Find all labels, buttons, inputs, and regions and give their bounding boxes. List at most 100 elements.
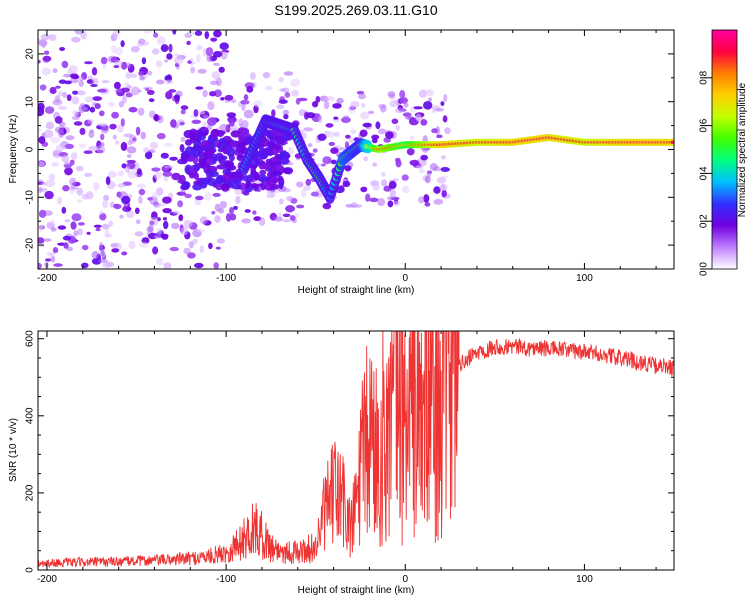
spectrogram-cell bbox=[440, 183, 446, 191]
spectrogram-cell bbox=[188, 241, 194, 249]
spectrogram-cell bbox=[156, 60, 163, 68]
spectrogram-cell bbox=[162, 171, 173, 177]
spectrogram-cell bbox=[128, 134, 137, 144]
spectrogram-cell bbox=[127, 170, 138, 179]
spectrogram-cell bbox=[77, 228, 83, 236]
spectrogram-cell bbox=[143, 147, 150, 153]
spectrogram-cell bbox=[117, 183, 126, 188]
spectrogram-cell bbox=[372, 162, 378, 167]
spectrogram-cell bbox=[433, 186, 441, 194]
snr-ytick-label: 600 bbox=[25, 330, 36, 347]
spectrogram-cell bbox=[262, 72, 271, 79]
spectrogram-cell bbox=[126, 62, 131, 69]
spectrogram-cell bbox=[401, 185, 410, 194]
spectrogram-cell bbox=[205, 47, 214, 57]
spectrogram-cell bbox=[78, 79, 85, 88]
spectrogram-cell bbox=[45, 179, 56, 188]
spectrogram-cell bbox=[348, 137, 354, 144]
spectrogram-cell bbox=[209, 143, 216, 150]
spectrogram-cell bbox=[169, 246, 179, 252]
spectrogram-cell bbox=[185, 146, 195, 155]
spectrogram-cell bbox=[217, 141, 228, 151]
spectrogram-cell bbox=[149, 142, 159, 149]
colorbar-label: Normalized spectral amplitude bbox=[737, 82, 748, 217]
spectrogram-cell bbox=[144, 151, 153, 160]
spectrogram-cell bbox=[328, 141, 335, 146]
spectrogram-cell bbox=[105, 176, 111, 186]
spectrogram-cell bbox=[194, 30, 203, 36]
colorbar-tick-label: 0.0 bbox=[699, 262, 710, 276]
spectrogram-cell bbox=[240, 99, 250, 105]
spectrogram-cell bbox=[193, 180, 201, 186]
spectrogram-cell bbox=[282, 167, 291, 175]
spectrogram-cell bbox=[61, 60, 69, 69]
spectrogram-cell bbox=[415, 165, 424, 170]
spectrogram-cell bbox=[271, 147, 279, 156]
spectrogram-cell bbox=[323, 100, 330, 110]
spectrogram-cell bbox=[189, 173, 195, 179]
spectrogram-cell bbox=[393, 200, 400, 207]
spectrogram-cell bbox=[207, 101, 215, 111]
spectrogram-cell bbox=[220, 97, 225, 101]
spectrogram-cell bbox=[294, 212, 300, 219]
spectrogram-cell bbox=[213, 30, 222, 38]
spectrogram-cell bbox=[101, 223, 110, 230]
spectrogram-cell bbox=[121, 251, 128, 256]
spectrogram-cell bbox=[287, 147, 295, 155]
spectrogram-cell bbox=[90, 84, 98, 87]
spectrogram-cell bbox=[71, 116, 81, 120]
spectrogram-cell bbox=[189, 135, 195, 144]
spectrogram-cell bbox=[138, 195, 143, 204]
spectrogram-cell bbox=[219, 42, 229, 50]
spectrogram-cell bbox=[81, 244, 89, 251]
spectrogram-cell bbox=[359, 129, 368, 137]
spectrogram-cell bbox=[64, 80, 72, 85]
spectrogram-cell bbox=[330, 147, 339, 154]
colorbar-tick-label: 0.4 bbox=[699, 166, 710, 180]
spectrogram-cell bbox=[172, 30, 177, 35]
spectrogram-cell bbox=[100, 133, 105, 141]
spectrogram-cell bbox=[441, 189, 447, 198]
spectrogram-cell bbox=[153, 32, 159, 38]
spectrogram-cell bbox=[156, 79, 165, 85]
spectrogram-cell bbox=[122, 95, 127, 104]
spectrogram-cell bbox=[39, 224, 44, 232]
spectrogram-cell bbox=[162, 208, 172, 214]
spectrogram-cell bbox=[219, 200, 227, 209]
spectrogram-cell bbox=[253, 171, 260, 181]
spectrogram-cell bbox=[282, 109, 289, 116]
spectrogram-cell bbox=[62, 185, 70, 192]
spectrogram-cell bbox=[211, 210, 216, 215]
spectrogram-cell bbox=[221, 173, 233, 181]
spectrogram-cell bbox=[168, 43, 173, 53]
spectrogram-cell bbox=[115, 140, 120, 145]
spectrogram-cell bbox=[52, 247, 59, 254]
spectrogram-cell bbox=[78, 143, 87, 149]
spectrogram-cell bbox=[134, 207, 140, 215]
spectrogram-cell bbox=[241, 218, 251, 224]
spectrogram-cell bbox=[253, 100, 263, 108]
spectrogram-cell bbox=[193, 109, 199, 117]
spectrogram-cell bbox=[433, 198, 444, 205]
spectrogram-cell bbox=[236, 118, 245, 124]
spectrogram-cell bbox=[110, 45, 117, 53]
spectrogram-cell bbox=[339, 147, 346, 151]
snr-xtick-label: -200 bbox=[37, 574, 57, 585]
spectrogram-cell bbox=[38, 102, 45, 111]
spectrogram-cell bbox=[69, 159, 75, 166]
spectrogram-cell bbox=[271, 169, 283, 177]
spectrogram-cell bbox=[127, 154, 132, 158]
spectrogram-cell bbox=[50, 219, 55, 225]
spectrogram-cell bbox=[406, 148, 415, 156]
spectrogram-cell bbox=[193, 138, 202, 149]
spectrogram-cell bbox=[279, 198, 284, 205]
spectrogram-cell bbox=[418, 196, 425, 204]
spectrogram-cell bbox=[204, 31, 210, 40]
spectrogram-cell bbox=[260, 137, 270, 147]
spectrogram-cell bbox=[273, 216, 283, 222]
spectrogram-cell bbox=[198, 179, 209, 186]
spectrogram-cell bbox=[120, 40, 125, 48]
spectrogram-cell bbox=[440, 101, 445, 106]
spectrogram-cell bbox=[423, 101, 433, 110]
